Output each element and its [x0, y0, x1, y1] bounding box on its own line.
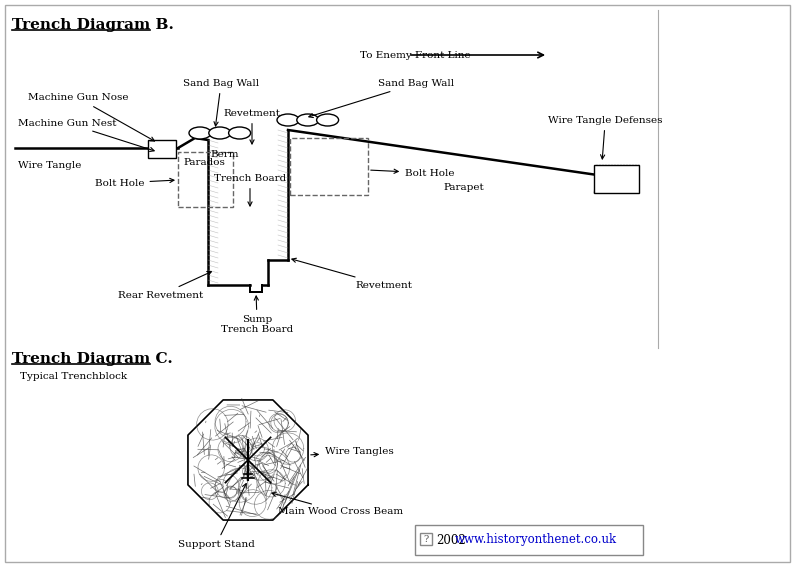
Text: Trench Board: Trench Board: [214, 174, 286, 206]
Ellipse shape: [297, 114, 318, 126]
Bar: [148, 140, 176, 158]
Ellipse shape: [228, 127, 251, 139]
Text: Trench Diagram C.: Trench Diagram C.: [12, 352, 172, 366]
Text: Bolt Hole: Bolt Hole: [371, 168, 455, 177]
Ellipse shape: [277, 114, 299, 126]
Text: Revetment: Revetment: [223, 109, 281, 144]
Bar: [178, 152, 233, 207]
Text: Main Wood Cross Beam: Main Wood Cross Beam: [272, 492, 403, 517]
Text: Wire Tangle Defenses: Wire Tangle Defenses: [548, 116, 662, 159]
Text: Sand Bag Wall: Sand Bag Wall: [183, 79, 259, 126]
Text: Bolt Hole: Bolt Hole: [95, 179, 174, 188]
Text: Typical Trenchblock: Typical Trenchblock: [20, 372, 127, 381]
Text: www.historyonthenet.co.uk: www.historyonthenet.co.uk: [455, 534, 617, 547]
Bar: [594, 165, 639, 193]
Text: 2002: 2002: [436, 534, 466, 547]
Text: ?: ?: [424, 535, 429, 544]
Text: Berm: Berm: [210, 150, 239, 159]
Text: Sump: Sump: [242, 296, 272, 324]
Text: Rear Revetment: Rear Revetment: [118, 272, 211, 299]
Bar: [415, 525, 643, 555]
Ellipse shape: [189, 127, 211, 139]
Text: Revetment: Revetment: [292, 258, 412, 290]
Text: Parapet: Parapet: [443, 183, 484, 192]
Ellipse shape: [209, 127, 231, 139]
Text: Support Stand: Support Stand: [178, 484, 255, 549]
Text: Trench Board: Trench Board: [221, 325, 293, 334]
Text: Trench Diagram B.: Trench Diagram B.: [12, 18, 174, 32]
Text: Machine Gun Nose: Machine Gun Nose: [28, 94, 155, 141]
Bar: [290, 138, 368, 195]
Text: Machine Gun Nest: Machine Gun Nest: [18, 119, 154, 151]
Bar: [420, 533, 432, 545]
Text: To Enemy Front Line: To Enemy Front Line: [360, 50, 471, 60]
Text: Sand Bag Wall: Sand Bag Wall: [309, 79, 454, 117]
Ellipse shape: [317, 114, 338, 126]
Text: Wire Tangle: Wire Tangle: [18, 160, 81, 170]
Text: Parados: Parados: [183, 158, 225, 167]
Text: Wire Tangles: Wire Tangles: [310, 447, 393, 457]
